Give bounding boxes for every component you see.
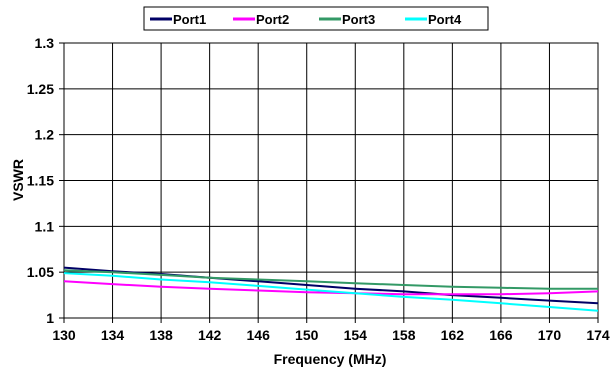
y-tick-label: 1.2 (35, 127, 55, 143)
legend: Port1 Port2 Port3 Port4 (143, 6, 489, 31)
x-tick-label: 154 (344, 327, 368, 343)
y-tick-label: 1.25 (27, 81, 54, 97)
y-tick-label: 1.05 (27, 264, 54, 280)
legend-label: Port3 (342, 12, 375, 27)
x-tick-label: 130 (52, 327, 76, 343)
legend-label: Port4 (428, 12, 462, 27)
legend-box (143, 6, 489, 31)
y-tick-label: 1.3 (35, 35, 55, 51)
series-line-port4 (63, 272, 599, 312)
series-layer (63, 266, 599, 312)
x-tick-label: 174 (586, 327, 610, 343)
series-line-port3 (63, 269, 598, 290)
x-tick-label: 142 (198, 327, 222, 343)
x-tick-label: 150 (295, 327, 319, 343)
y-tick-label: 1 (46, 310, 54, 326)
y-tick-label: 1.1 (35, 218, 55, 234)
x-tick-label: 146 (247, 327, 271, 343)
legend-label: Port1 (173, 12, 206, 27)
series-line-port2 (63, 280, 599, 296)
x-axis-label: Frequency (MHz) (274, 351, 387, 367)
grid (59, 42, 599, 323)
y-tick-label: 1.15 (27, 173, 54, 189)
x-tick-label: 166 (489, 327, 513, 343)
y-axis-label: VSWR (10, 159, 26, 201)
x-tick-label: 138 (149, 327, 173, 343)
x-tick-label: 134 (101, 327, 125, 343)
legend-label: Port2 (256, 12, 289, 27)
x-tick-label: 158 (392, 327, 416, 343)
x-tick-label: 170 (538, 327, 562, 343)
x-tick-label: 162 (441, 327, 465, 343)
tick-labels: 1 1.05 1.1 1.15 1.2 1.25 1.3 130 134 138 142 146 150… (27, 35, 610, 343)
